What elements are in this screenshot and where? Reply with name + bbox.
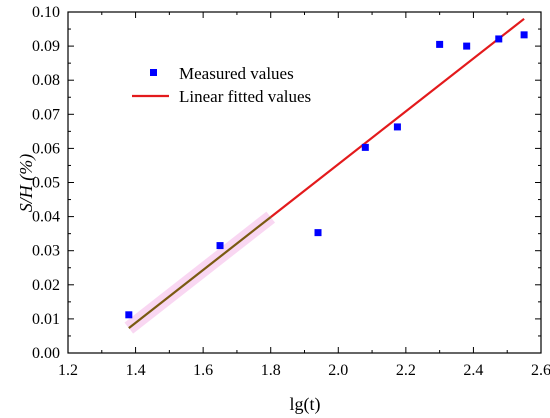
x-axis-title: lg(t) — [290, 394, 321, 415]
y-tick-label: 0.06 — [32, 140, 60, 157]
series — [125, 17, 528, 329]
measured-point — [216, 242, 224, 250]
fitted-line-segment-start — [128, 216, 272, 329]
y-tick-label: 0.03 — [32, 243, 60, 260]
measured-point — [393, 123, 401, 131]
ticks — [67, 11, 542, 354]
measured-point — [495, 35, 503, 43]
y-tick-label: 0.05 — [32, 175, 60, 192]
x-tick-label: 1.4 — [126, 362, 146, 379]
legend-measured-label: Measured values — [179, 64, 294, 83]
measured-point — [314, 229, 322, 237]
measured-point — [125, 311, 133, 319]
x-tick-label: 1.6 — [193, 362, 213, 379]
measured-point — [463, 42, 471, 50]
y-tick-label: 0.00 — [32, 345, 60, 362]
x-tick-label: 2.2 — [396, 362, 416, 379]
y-tick-label: 0.10 — [32, 4, 60, 21]
tick-labels: 1.2 1.4 1.6 1.8 2.0 2.2 2.4 2.6 0.00 0.01 0.02 0.03… — [32, 4, 550, 379]
x-tick-label: 2.0 — [328, 362, 348, 379]
y-tick-label: 0.08 — [32, 72, 60, 89]
x-tick-label: 2.4 — [463, 362, 483, 379]
legend-measured-marker — [150, 69, 157, 76]
x-tick-label: 2.6 — [531, 362, 550, 379]
axes — [67, 11, 542, 354]
y-tick-label: 0.09 — [32, 38, 60, 55]
measured-point — [520, 31, 528, 39]
plot-frame — [67, 11, 542, 354]
measured-point — [436, 40, 444, 48]
x-tick-label: 1.8 — [261, 362, 281, 379]
y-tick-label: 0.02 — [32, 277, 60, 294]
y-tick-label: 0.01 — [32, 311, 60, 328]
y-tick-label: 0.07 — [32, 106, 60, 123]
y-tick-label: 0.04 — [32, 209, 60, 226]
legend-fit-label: Linear fitted values — [179, 87, 311, 106]
legend: Measured values Linear fitted values — [132, 64, 311, 106]
y-axis-title: S/H (%) — [16, 154, 37, 212]
x-tick-label: 1.2 — [58, 362, 78, 379]
measured-point — [361, 143, 369, 151]
fitted-line-segment-end — [270, 17, 525, 218]
